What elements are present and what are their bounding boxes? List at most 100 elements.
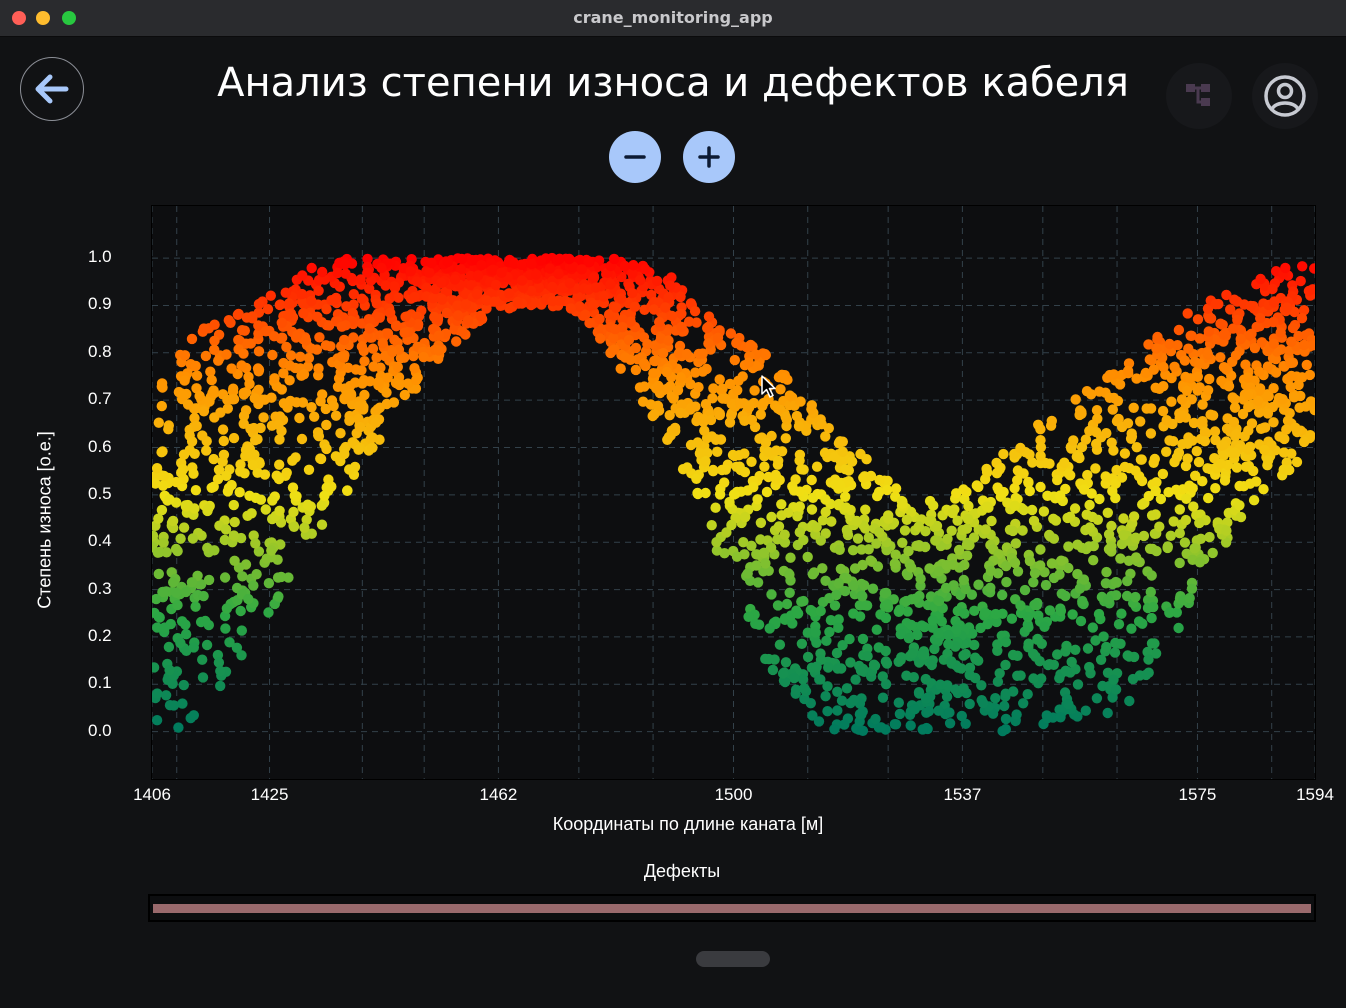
tree-view-button[interactable] — [1166, 63, 1232, 129]
data-point — [163, 641, 175, 653]
data-point — [565, 303, 577, 314]
data-point — [1091, 693, 1103, 704]
data-point — [228, 499, 239, 511]
data-point — [1078, 574, 1090, 585]
zoom-in-button[interactable] — [683, 131, 735, 183]
data-point — [374, 312, 385, 323]
x-axis-label: Координаты по длине каната [м] — [552, 814, 824, 834]
data-point — [1227, 323, 1239, 334]
close-window-button[interactable] — [12, 11, 26, 25]
data-point — [213, 355, 224, 366]
data-point — [862, 643, 873, 654]
data-point — [1094, 493, 1105, 505]
data-point — [1179, 537, 1191, 548]
data-point — [857, 591, 868, 602]
data-point — [609, 324, 621, 335]
data-point — [400, 311, 411, 322]
data-point — [152, 715, 163, 726]
data-point — [1172, 340, 1183, 351]
data-point — [1108, 674, 1119, 685]
x-tick-label: 1537 — [943, 785, 982, 804]
data-point — [1161, 415, 1172, 426]
back-button[interactable] — [20, 57, 84, 121]
data-point — [840, 491, 851, 502]
data-point — [771, 472, 782, 483]
data-point — [287, 455, 298, 466]
data-point — [265, 290, 276, 301]
data-point — [683, 316, 695, 327]
data-point — [152, 662, 160, 673]
data-point — [890, 549, 901, 560]
data-point — [1035, 481, 1046, 493]
data-point — [1012, 670, 1023, 681]
profile-button[interactable] — [1252, 63, 1318, 129]
data-point — [793, 421, 805, 432]
data-point — [208, 453, 219, 465]
data-point — [845, 657, 856, 668]
data-point — [1179, 355, 1191, 366]
data-point — [897, 498, 908, 509]
data-point — [811, 522, 822, 533]
data-point — [829, 724, 840, 735]
zoom-out-button[interactable] — [609, 131, 661, 183]
data-point — [191, 370, 203, 381]
data-point — [392, 361, 403, 373]
data-point — [658, 348, 669, 359]
minimize-window-button[interactable] — [36, 11, 50, 25]
data-point — [738, 537, 749, 548]
data-point — [933, 595, 945, 607]
data-point — [1228, 416, 1240, 428]
data-point — [178, 522, 190, 533]
bottom-drag-handle[interactable] — [696, 951, 770, 967]
data-point — [1103, 529, 1115, 540]
data-point — [1221, 423, 1233, 434]
data-point — [794, 501, 805, 512]
data-point — [220, 623, 231, 634]
data-point — [1038, 506, 1050, 517]
data-point — [409, 363, 420, 374]
data-point — [1232, 314, 1243, 326]
data-point — [795, 396, 806, 407]
wear-scatter-plot[interactable] — [151, 205, 1316, 780]
data-point — [1255, 273, 1266, 285]
data-point — [1298, 305, 1310, 316]
data-point — [1121, 590, 1133, 602]
data-point — [226, 363, 237, 374]
data-point — [1270, 367, 1282, 378]
data-point — [1304, 369, 1315, 381]
data-point — [306, 262, 317, 274]
defects-bar[interactable] — [148, 894, 1316, 922]
zoom-window-button[interactable] — [62, 11, 76, 25]
data-point — [875, 722, 887, 733]
data-point — [1262, 455, 1274, 466]
data-point — [911, 540, 922, 551]
data-point — [1286, 370, 1297, 382]
data-point — [189, 448, 200, 459]
data-point — [462, 315, 474, 326]
data-point — [370, 417, 382, 428]
data-point — [1001, 576, 1012, 588]
data-point — [874, 527, 885, 538]
data-point — [1171, 452, 1183, 463]
data-point — [1032, 634, 1043, 645]
data-point — [330, 410, 342, 421]
data-point — [901, 595, 912, 607]
data-point — [1106, 520, 1117, 532]
data-point — [903, 545, 914, 557]
data-point — [928, 500, 939, 511]
data-point — [920, 693, 932, 704]
data-point — [1218, 362, 1230, 373]
data-point — [776, 499, 787, 510]
data-point — [1217, 440, 1229, 451]
y-tick-label: 0.6 — [88, 436, 112, 456]
data-point — [810, 627, 821, 638]
data-point — [1309, 263, 1315, 274]
data-point — [620, 352, 631, 363]
data-point — [553, 268, 564, 280]
data-point — [711, 434, 722, 445]
data-point — [689, 306, 701, 317]
data-point — [496, 267, 507, 278]
data-point — [1015, 600, 1026, 611]
data-point — [189, 412, 200, 424]
data-point — [1164, 435, 1175, 446]
